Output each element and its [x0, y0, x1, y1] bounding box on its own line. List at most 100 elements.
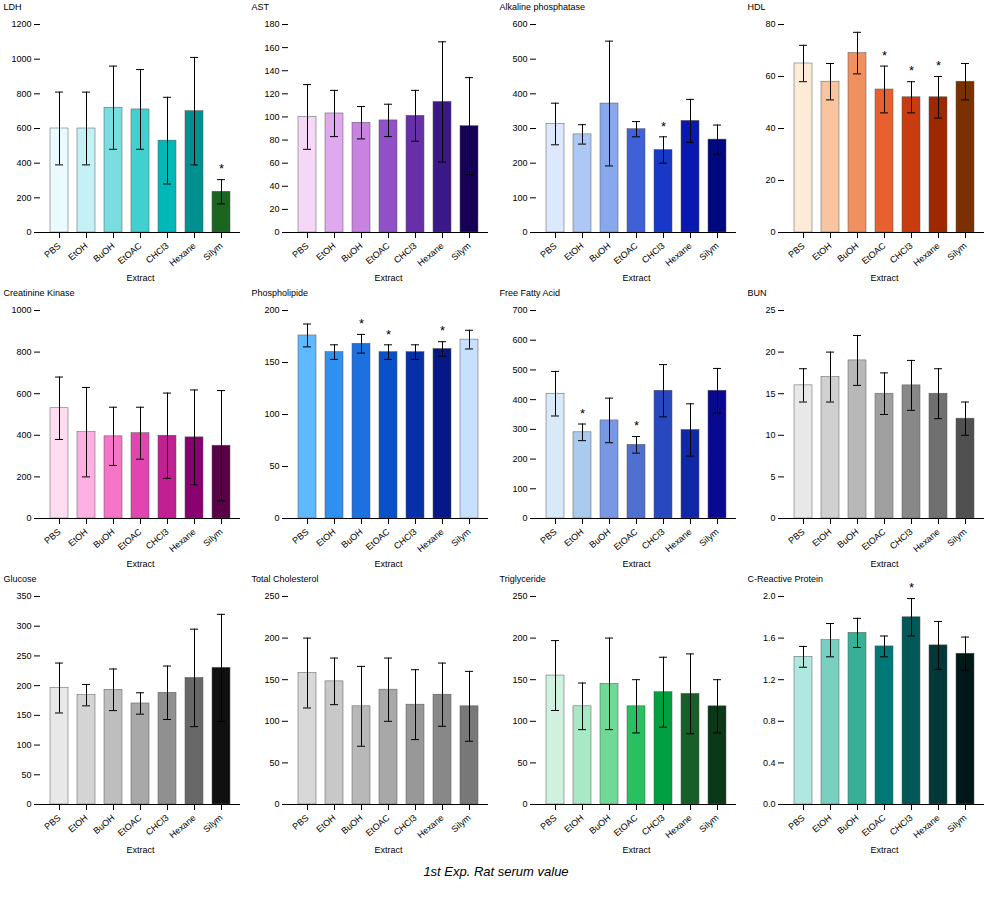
svg-text:EtOH: EtOH: [810, 527, 833, 549]
svg-text:EtOAC: EtOAC: [116, 812, 144, 838]
svg-text:PBS: PBS: [42, 813, 62, 832]
svg-text:Extract: Extract: [622, 273, 651, 283]
svg-text:600: 600: [512, 19, 527, 29]
svg-text:*: *: [936, 58, 941, 73]
svg-text:*: *: [359, 316, 364, 331]
svg-text:Hexane: Hexane: [911, 813, 941, 841]
svg-text:Hexane: Hexane: [415, 241, 445, 269]
svg-text:Extract: Extract: [622, 845, 651, 855]
svg-text:Silym: Silym: [697, 813, 720, 835]
svg-text:25: 25: [765, 305, 775, 315]
svg-text:50: 50: [269, 758, 279, 768]
svg-text:PBS: PBS: [42, 241, 62, 260]
svg-text:CHCl3: CHCl3: [888, 241, 915, 266]
svg-text:2.0: 2.0: [763, 591, 776, 601]
svg-text:250: 250: [264, 591, 279, 601]
svg-text:*: *: [386, 327, 391, 342]
svg-text:Silym: Silym: [201, 241, 224, 263]
svg-text:Creatinine Kinase: Creatinine Kinase: [4, 288, 75, 298]
svg-text:BuOH: BuOH: [587, 241, 612, 264]
svg-text:Hexane: Hexane: [167, 813, 197, 841]
svg-text:100: 100: [264, 112, 279, 122]
svg-text:Silym: Silym: [697, 241, 720, 263]
svg-text:EtOAC: EtOAC: [116, 526, 144, 552]
svg-text:CHCl3: CHCl3: [144, 813, 171, 838]
svg-text:CHCl3: CHCl3: [392, 527, 419, 552]
svg-text:120: 120: [264, 89, 279, 99]
svg-text:EtOH: EtOH: [66, 813, 89, 835]
svg-text:PBS: PBS: [786, 241, 806, 260]
svg-text:Extract: Extract: [374, 845, 403, 855]
svg-text:100: 100: [512, 484, 527, 494]
svg-text:250: 250: [512, 591, 527, 601]
svg-text:1.2: 1.2: [763, 675, 776, 685]
svg-text:EtOH: EtOH: [562, 813, 585, 835]
svg-text:1.6: 1.6: [763, 633, 776, 643]
svg-text:Extract: Extract: [374, 559, 403, 569]
svg-text:40: 40: [765, 123, 775, 133]
svg-text:60: 60: [269, 158, 279, 168]
svg-text:20: 20: [765, 347, 775, 357]
svg-text:0: 0: [274, 227, 279, 237]
svg-text:0: 0: [26, 227, 31, 237]
svg-text:EtOAC: EtOAC: [860, 526, 888, 552]
svg-text:EtOH: EtOH: [562, 527, 585, 549]
svg-text:Silym: Silym: [449, 241, 472, 263]
svg-text:Silym: Silym: [201, 813, 224, 835]
svg-text:BuOH: BuOH: [91, 241, 116, 264]
svg-text:300: 300: [512, 123, 527, 133]
svg-text:EtOAC: EtOAC: [860, 812, 888, 838]
svg-text:5: 5: [770, 472, 775, 482]
svg-text:40: 40: [269, 181, 279, 191]
svg-text:0: 0: [274, 799, 279, 809]
svg-text:Silym: Silym: [449, 813, 472, 835]
svg-text:Hexane: Hexane: [167, 241, 197, 269]
svg-text:EtOAC: EtOAC: [364, 526, 392, 552]
svg-text:*: *: [882, 48, 887, 63]
svg-text:CHCl3: CHCl3: [640, 813, 667, 838]
svg-text:80: 80: [269, 135, 279, 145]
svg-text:400: 400: [16, 158, 31, 168]
svg-text:CHCl3: CHCl3: [640, 241, 667, 266]
svg-text:Triglyceride: Triglyceride: [500, 574, 546, 584]
svg-text:Hexane: Hexane: [911, 527, 941, 555]
svg-text:Hexane: Hexane: [167, 527, 197, 555]
svg-text:350: 350: [16, 591, 31, 601]
svg-text:Hexane: Hexane: [415, 813, 445, 841]
svg-text:Silym: Silym: [697, 527, 720, 549]
svg-text:200: 200: [16, 193, 31, 203]
svg-text:300: 300: [512, 424, 527, 434]
svg-text:PBS: PBS: [786, 527, 806, 546]
svg-text:BuOH: BuOH: [587, 813, 612, 836]
svg-text:1000: 1000: [11, 305, 31, 315]
svg-text:*: *: [440, 323, 445, 338]
svg-text:PBS: PBS: [290, 813, 310, 832]
svg-text:Extract: Extract: [126, 273, 155, 283]
svg-text:0.0: 0.0: [763, 799, 776, 809]
svg-text:BuOH: BuOH: [835, 813, 860, 836]
svg-text:PBS: PBS: [786, 813, 806, 832]
svg-text:100: 100: [16, 740, 31, 750]
svg-text:BuOH: BuOH: [91, 527, 116, 550]
svg-text:200: 200: [264, 633, 279, 643]
svg-text:BuOH: BuOH: [91, 813, 116, 836]
svg-text:Total Cholesterol: Total Cholesterol: [252, 574, 319, 584]
svg-text:50: 50: [269, 461, 279, 471]
svg-text:100: 100: [264, 716, 279, 726]
svg-text:150: 150: [264, 357, 279, 367]
svg-text:EtOAC: EtOAC: [612, 526, 640, 552]
svg-text:20: 20: [765, 175, 775, 185]
svg-text:Silym: Silym: [945, 527, 968, 549]
svg-text:300: 300: [16, 621, 31, 631]
svg-text:EtOAC: EtOAC: [116, 240, 144, 266]
svg-text:Extract: Extract: [126, 845, 155, 855]
svg-text:CHCl3: CHCl3: [888, 527, 915, 552]
svg-text:CHCl3: CHCl3: [392, 241, 419, 266]
svg-text:BuOH: BuOH: [339, 241, 364, 264]
svg-text:200: 200: [512, 633, 527, 643]
svg-text:100: 100: [264, 409, 279, 419]
svg-text:Hexane: Hexane: [663, 527, 693, 555]
svg-text:EtOH: EtOH: [66, 241, 89, 263]
svg-text:200: 200: [264, 305, 279, 315]
svg-text:Hexane: Hexane: [663, 241, 693, 269]
